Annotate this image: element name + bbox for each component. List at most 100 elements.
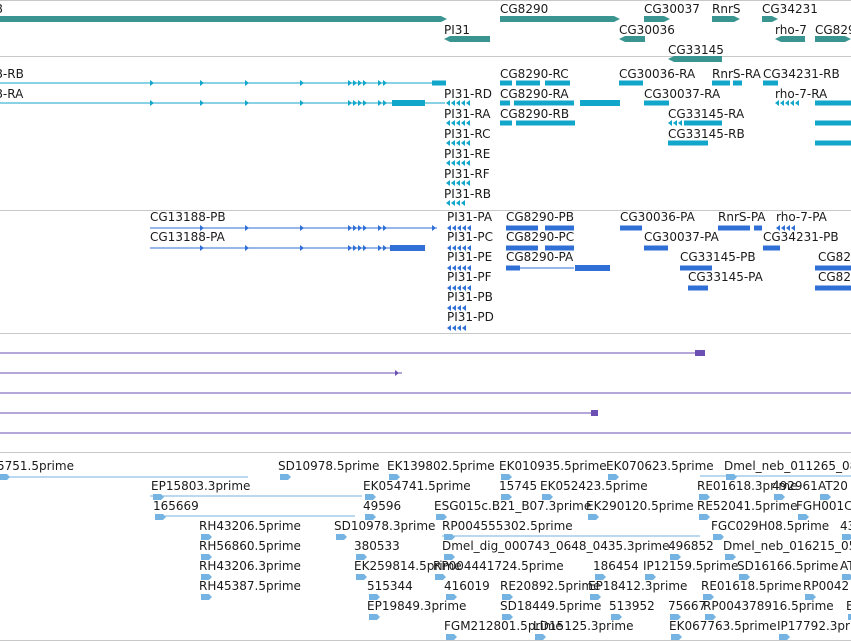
strand-chevron[interactable] (457, 285, 461, 291)
strand-chevron[interactable] (245, 100, 249, 106)
strand-chevron[interactable] (358, 225, 362, 231)
strand-chevron[interactable] (363, 245, 367, 251)
strand-chevron[interactable] (467, 245, 471, 251)
est-feature[interactable] (501, 474, 512, 480)
est-line[interactable] (700, 475, 851, 477)
exon-block[interactable] (392, 100, 425, 106)
strand-chevron[interactable] (447, 305, 451, 311)
strand-chevron[interactable] (466, 120, 470, 126)
exon-block[interactable] (580, 100, 620, 106)
strand-chevron[interactable] (452, 225, 456, 231)
strand-chevron[interactable] (446, 100, 450, 106)
exon-block[interactable] (516, 120, 575, 126)
strand-chevron[interactable] (300, 245, 304, 251)
est-feature[interactable] (356, 574, 367, 580)
strand-chevron[interactable] (678, 120, 682, 126)
exon-block[interactable] (763, 80, 778, 86)
est-feature[interactable] (446, 634, 457, 640)
strand-chevron[interactable] (358, 245, 362, 251)
strand-chevron[interactable] (456, 120, 460, 126)
est-feature[interactable] (542, 494, 553, 500)
est-feature[interactable] (671, 634, 682, 640)
strand-chevron[interactable] (150, 80, 154, 86)
exon-block[interactable] (500, 100, 510, 106)
gene-cg34231-arrow[interactable] (762, 16, 778, 22)
exon-block[interactable] (545, 80, 570, 86)
strand-chevron[interactable] (451, 180, 455, 186)
strand-chevron[interactable] (466, 160, 470, 166)
strand-chevron[interactable] (348, 80, 352, 86)
est-feature[interactable] (369, 594, 380, 600)
exon-block[interactable] (688, 285, 708, 291)
est-feature[interactable] (155, 514, 166, 520)
strand-chevron[interactable] (791, 225, 795, 231)
strand-chevron[interactable] (456, 200, 460, 206)
strand-chevron[interactable] (781, 225, 785, 231)
strand-chevron[interactable] (446, 200, 450, 206)
est-feature[interactable] (436, 514, 447, 520)
est-feature[interactable] (389, 474, 400, 480)
strand-chevron[interactable] (451, 200, 455, 206)
est-feature[interactable] (699, 494, 710, 500)
exon-block[interactable] (815, 140, 851, 146)
gene-pi31-arrow[interactable] (444, 36, 490, 42)
strand-chevron[interactable] (395, 370, 399, 376)
strand-chevron[interactable] (378, 100, 382, 106)
strand-chevron[interactable] (353, 245, 357, 251)
gene-cg33145-arrow[interactable] (668, 56, 722, 62)
est-feature[interactable] (779, 634, 790, 640)
strand-chevron[interactable] (451, 160, 455, 166)
strand-chevron[interactable] (358, 100, 362, 106)
strand-chevron[interactable] (200, 245, 204, 251)
est-feature[interactable] (201, 594, 212, 600)
strand-chevron[interactable] (200, 80, 204, 86)
est-feature[interactable] (356, 554, 367, 560)
gene-rho7-arrow[interactable] (775, 36, 805, 42)
strand-chevron[interactable] (461, 120, 465, 126)
gene-cg8290-arrow[interactable] (500, 16, 620, 22)
strand-chevron[interactable] (456, 180, 460, 186)
est-feature[interactable] (444, 554, 455, 560)
strand-chevron[interactable] (378, 225, 382, 231)
exon-block[interactable] (390, 245, 425, 251)
strand-chevron[interactable] (467, 225, 471, 231)
strand-chevron[interactable] (456, 100, 460, 106)
est-feature[interactable] (798, 514, 809, 520)
est-feature[interactable] (502, 614, 513, 620)
strand-chevron[interactable] (452, 325, 456, 331)
gene-rnrs-arrow[interactable] (712, 16, 740, 22)
exon-block[interactable] (500, 120, 512, 126)
est-line[interactable] (0, 476, 248, 478)
est-feature[interactable] (713, 534, 724, 540)
est-feature[interactable] (201, 574, 212, 580)
est-feature[interactable] (501, 494, 512, 500)
exon-block[interactable] (815, 100, 851, 106)
exon-block[interactable] (712, 80, 730, 86)
est-feature[interactable] (608, 474, 619, 480)
exon-block[interactable] (619, 80, 643, 86)
est-feature[interactable] (611, 614, 622, 620)
alignment-line[interactable] (0, 432, 851, 434)
strand-chevron[interactable] (446, 180, 450, 186)
strand-chevron[interactable] (245, 245, 249, 251)
est-line[interactable] (150, 495, 362, 497)
strand-chevron[interactable] (462, 265, 466, 271)
exon-block[interactable] (516, 80, 540, 86)
est-feature[interactable] (280, 474, 291, 480)
exon-block[interactable] (545, 245, 574, 251)
alignment-line[interactable] (0, 412, 597, 414)
strand-chevron[interactable] (348, 100, 352, 106)
exon-block[interactable] (620, 225, 642, 231)
exon-block[interactable] (733, 80, 742, 86)
strand-chevron[interactable] (200, 100, 204, 106)
strand-chevron[interactable] (446, 120, 450, 126)
strand-chevron[interactable] (451, 140, 455, 146)
strand-chevron[interactable] (467, 285, 471, 291)
alignment-line[interactable] (0, 372, 402, 374)
cds-line[interactable] (150, 227, 437, 229)
strand-chevron[interactable] (462, 325, 466, 331)
strand-chevron[interactable] (300, 80, 304, 86)
est-feature[interactable] (774, 494, 785, 500)
strand-chevron[interactable] (461, 180, 465, 186)
est-feature[interactable] (336, 534, 347, 540)
